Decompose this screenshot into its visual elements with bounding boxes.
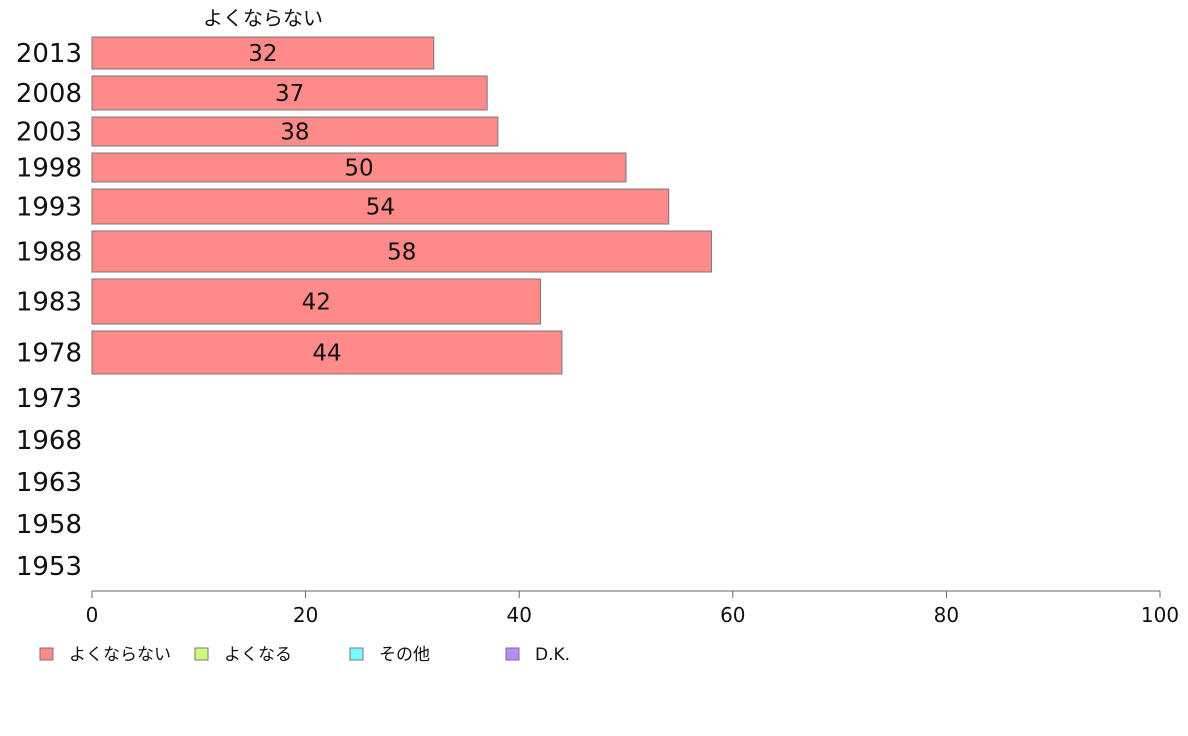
x-tick-label-40: 40	[506, 603, 531, 627]
category-label-1988: 1988	[16, 238, 82, 268]
category-label-1963: 1963	[16, 468, 82, 498]
legend: よくならない よくなる その他 D.K.	[39, 645, 570, 665]
bar-value-2008-series-0: 37	[275, 81, 304, 107]
bar-1993-series-0	[91, 188, 670, 225]
x-axis: 0 20 40 60 80 100	[86, 590, 1179, 627]
bar-1998-series-0	[91, 152, 627, 183]
x-tick-label-0: 0	[86, 603, 99, 627]
legend-label-2: その他	[379, 645, 430, 665]
category-label-1953: 1953	[16, 552, 82, 582]
bar-2013-series-0	[91, 36, 435, 70]
category-labels: 2013 2008 2003 1998 1993 1988 1983 1978 1973 1968…	[16, 39, 82, 582]
category-label-1978: 1978	[16, 339, 82, 369]
series-header: よくならない	[203, 6, 323, 30]
legend-label-3: D.K.	[535, 645, 570, 665]
bar-value-1993-series-0: 54	[366, 195, 395, 221]
bar-value-1978-series-0: 44	[312, 341, 341, 367]
legend-swatch-3	[505, 647, 520, 661]
bar-1978-series-0	[91, 330, 563, 375]
category-label-1968: 1968	[16, 426, 82, 456]
bar-1988-series-0	[91, 230, 712, 273]
bar-value-1988-series-0: 58	[387, 240, 416, 266]
legend-swatch-0	[39, 647, 54, 661]
bar-value-1983-series-0: 42	[302, 290, 331, 316]
legend-swatch-2	[349, 647, 364, 661]
legend-label-1: よくなる	[224, 645, 292, 665]
category-label-2008: 2008	[16, 79, 82, 109]
bar-value-1998-series-0: 50	[344, 156, 373, 182]
category-label-1973: 1973	[16, 384, 82, 414]
category-label-2003: 2003	[16, 118, 82, 148]
category-label-1958: 1958	[16, 510, 82, 540]
category-label-2013: 2013	[16, 39, 82, 69]
bar-value-2003-series-0: 38	[280, 120, 309, 146]
category-label-1983: 1983	[16, 288, 82, 318]
legend-swatch-1	[194, 647, 209, 661]
bar-2003-series-0	[91, 116, 499, 147]
category-label-1998: 1998	[16, 154, 82, 184]
x-tick-label-60: 60	[720, 603, 745, 627]
bars-group: 32 37 38 50 54 58 42 44	[91, 36, 712, 375]
legend-label-0: よくならない	[69, 645, 171, 665]
x-tick-label-20: 20	[293, 603, 318, 627]
x-tick-label-80: 80	[934, 603, 959, 627]
bar-1983-series-0	[91, 278, 542, 325]
category-label-1993: 1993	[16, 193, 82, 223]
x-tick-label-100: 100	[1141, 603, 1179, 627]
bar-value-2013-series-0: 32	[248, 41, 277, 67]
bar-2008-series-0	[91, 75, 488, 111]
